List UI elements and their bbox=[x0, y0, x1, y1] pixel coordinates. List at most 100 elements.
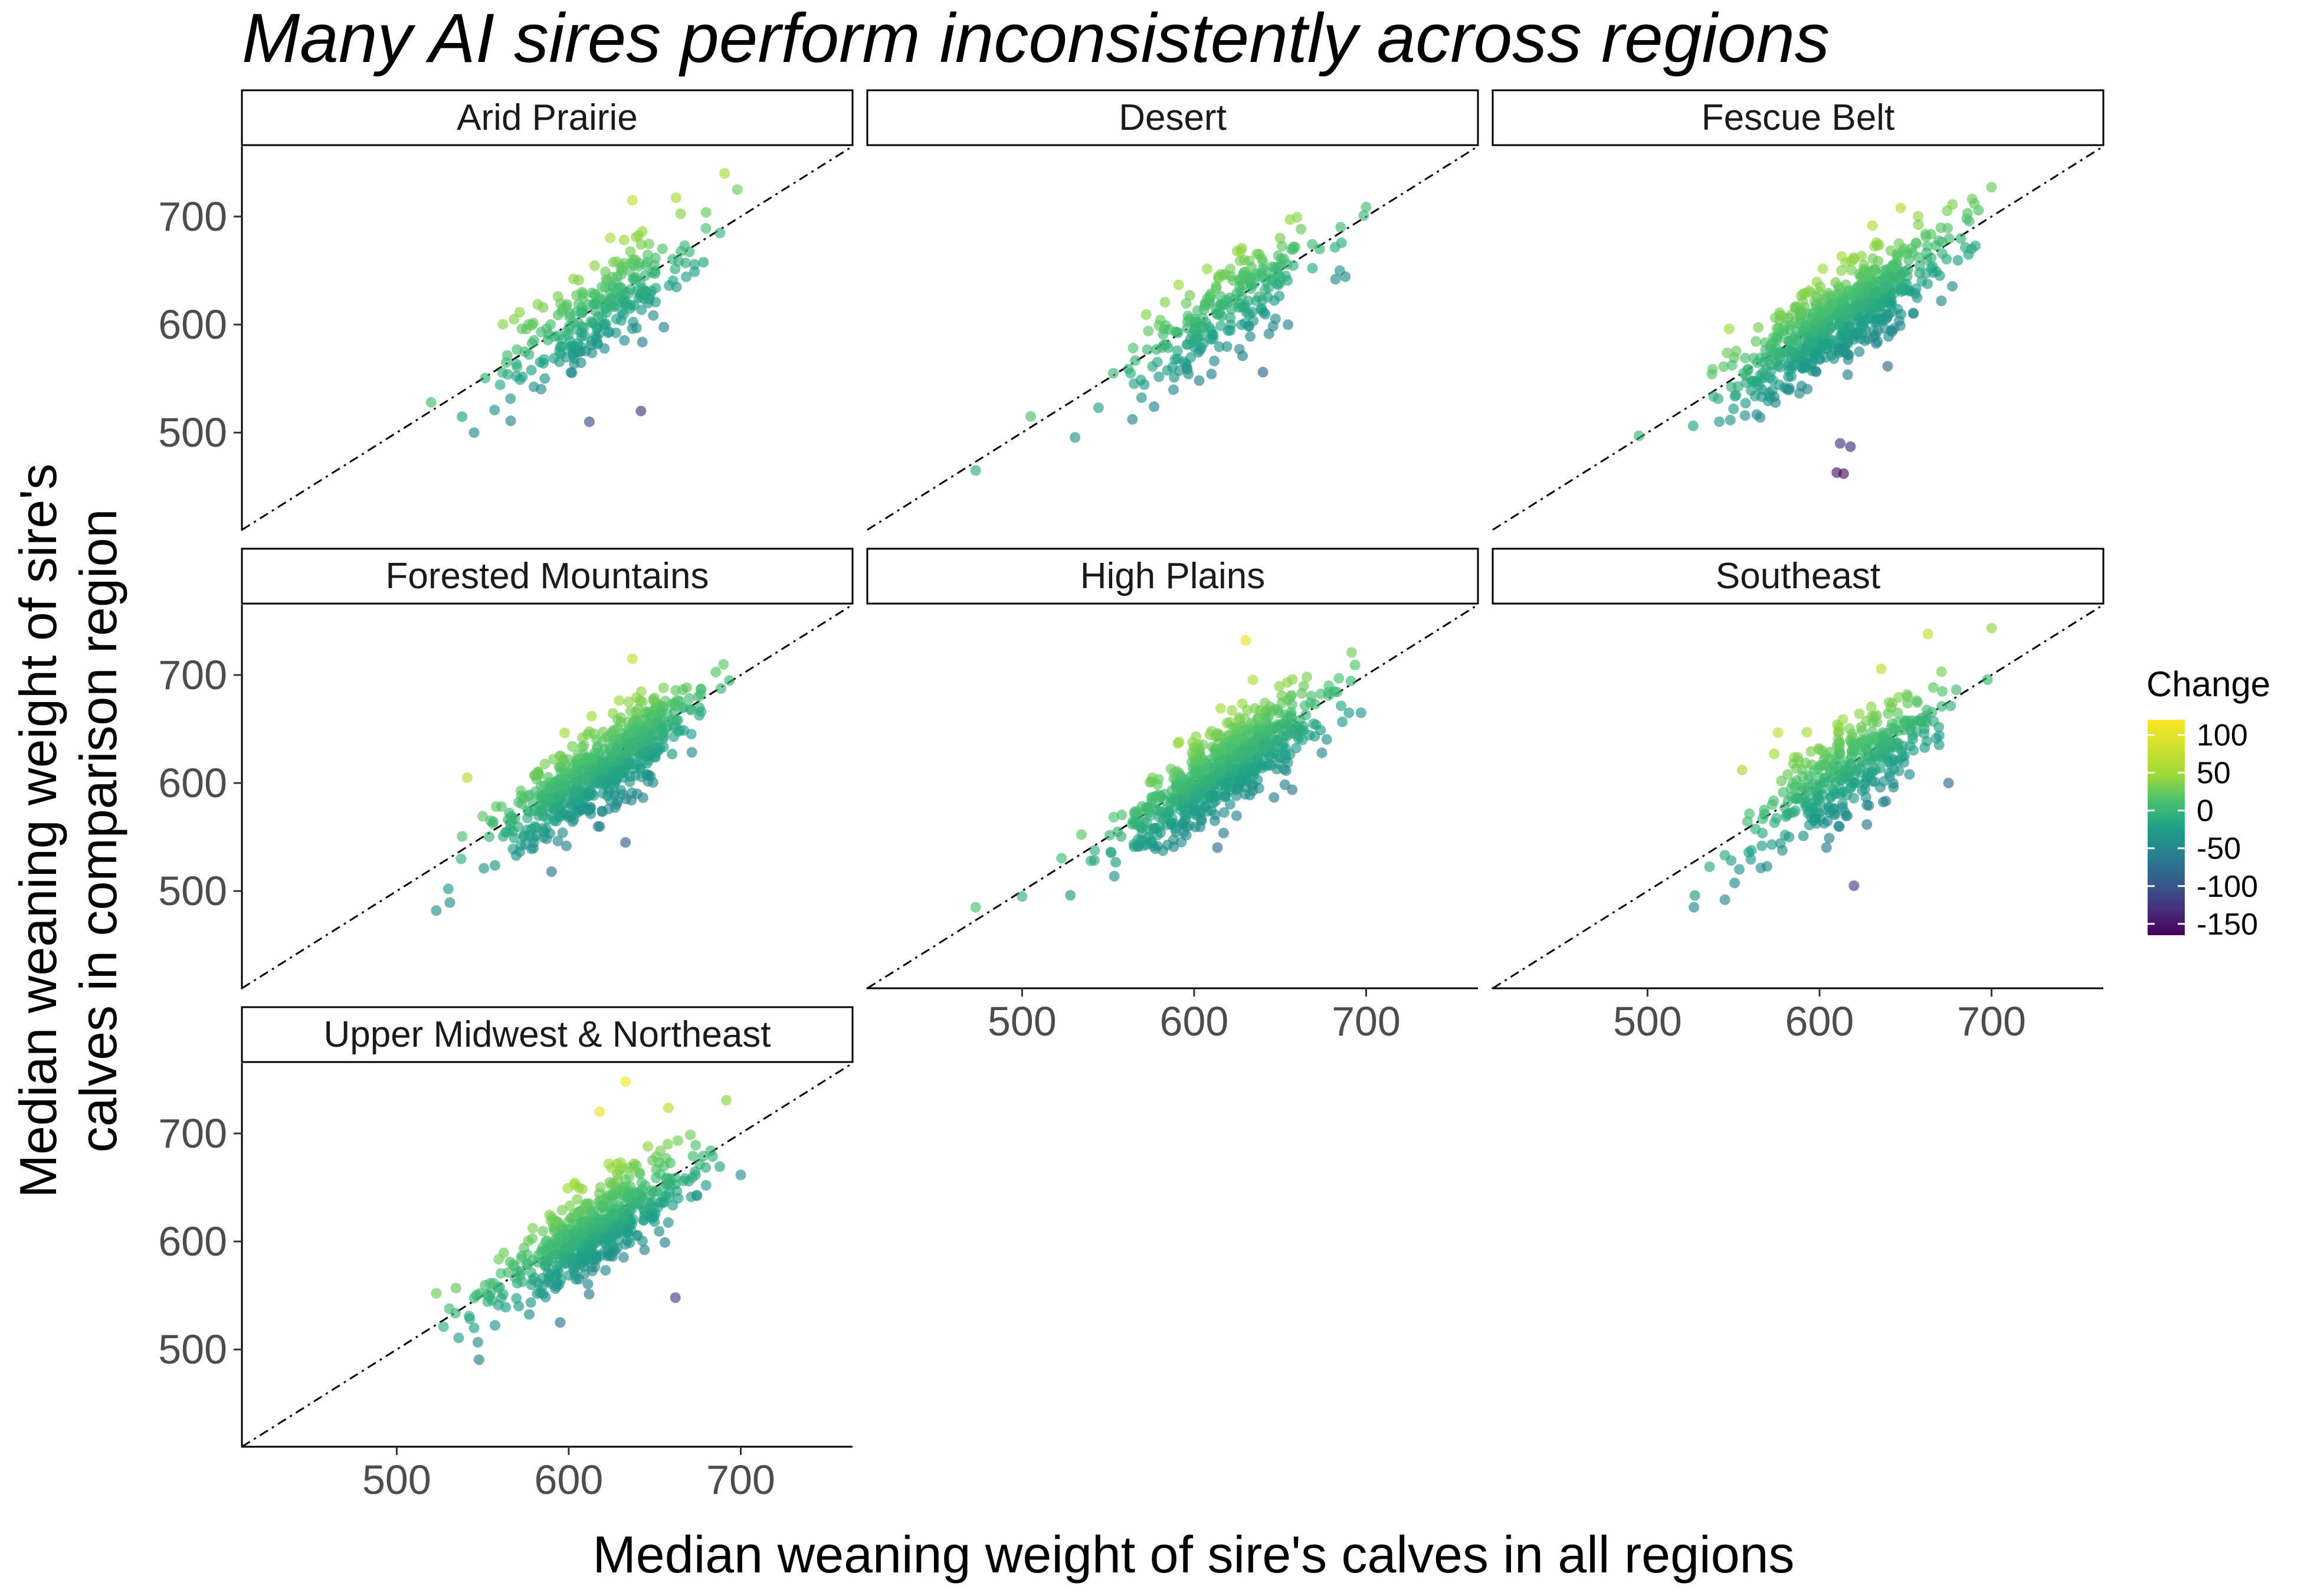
scatter-point bbox=[698, 257, 709, 268]
scatter-point bbox=[502, 350, 513, 361]
scatter-point bbox=[1798, 289, 1809, 300]
scatter-point bbox=[1879, 323, 1890, 334]
scatter-point bbox=[1245, 763, 1256, 775]
scatter-point bbox=[586, 348, 598, 358]
scatter-point bbox=[632, 1230, 643, 1241]
scatter-point bbox=[578, 292, 589, 303]
identity-reference-line bbox=[241, 1062, 853, 1448]
scatter-point bbox=[1278, 738, 1289, 749]
scatter-point bbox=[457, 831, 468, 842]
scatter-point bbox=[1819, 818, 1830, 829]
scatter-point bbox=[1337, 716, 1348, 727]
scatter-point bbox=[1158, 845, 1169, 856]
scatter-point bbox=[1930, 733, 1942, 744]
scatter-point bbox=[1837, 802, 1848, 813]
scatter-point bbox=[1947, 281, 1958, 292]
scatter-point bbox=[1869, 711, 1880, 722]
scatter-point bbox=[1886, 271, 1897, 283]
scatter-point bbox=[577, 732, 588, 743]
scatter-point bbox=[1910, 288, 1921, 299]
scatter-point bbox=[1162, 812, 1173, 824]
scatter-point bbox=[1358, 210, 1369, 221]
scatter-point bbox=[562, 299, 573, 310]
scatter-point bbox=[1206, 368, 1217, 379]
scatter-point bbox=[1936, 701, 1948, 712]
scatter-point bbox=[1149, 401, 1160, 412]
scatter-point bbox=[1882, 361, 1893, 372]
scatter-point bbox=[618, 234, 630, 245]
scatter-point bbox=[1809, 326, 1820, 336]
scatter-point bbox=[500, 1302, 512, 1313]
scatter-point bbox=[732, 184, 743, 195]
scatter-point bbox=[600, 777, 611, 788]
scatter-point bbox=[710, 667, 722, 678]
scatter-point bbox=[650, 1172, 661, 1184]
scatter-point bbox=[1177, 794, 1188, 805]
scatter-point bbox=[1174, 736, 1185, 748]
scatter-point bbox=[1986, 622, 1997, 634]
scatter-point bbox=[570, 786, 581, 797]
scatter-point bbox=[1941, 254, 1952, 265]
scatter-point bbox=[1751, 409, 1762, 420]
scatter-point bbox=[1834, 320, 1845, 332]
scatter-point bbox=[1797, 362, 1808, 373]
scatter-point bbox=[1871, 287, 1882, 298]
scatter-point bbox=[589, 1261, 601, 1273]
scatter-point bbox=[1833, 289, 1844, 299]
scatter-point bbox=[714, 1161, 725, 1172]
scatter-point bbox=[1109, 871, 1120, 881]
scatter-point bbox=[1904, 769, 1915, 780]
scatter-point bbox=[650, 296, 661, 307]
scatter-point bbox=[1837, 786, 1848, 798]
scatter-point bbox=[561, 840, 572, 851]
scatter-point bbox=[525, 1297, 536, 1308]
scatter-point bbox=[567, 349, 578, 360]
identity-reference-line bbox=[241, 145, 853, 531]
scatter-point bbox=[1334, 265, 1345, 276]
scatter-point bbox=[1116, 810, 1127, 821]
scatter-point bbox=[1162, 365, 1173, 376]
scatter-point bbox=[1056, 853, 1067, 864]
scatter-point bbox=[1800, 321, 1811, 332]
scatter-point bbox=[1274, 681, 1285, 692]
scatter-point bbox=[689, 266, 700, 277]
scatter-point bbox=[624, 759, 635, 771]
legend-tick-label: -150 bbox=[2197, 907, 2258, 942]
scatter-point bbox=[605, 1179, 617, 1191]
scatter-point bbox=[531, 774, 542, 785]
x-tick-label: 500 bbox=[988, 998, 1057, 1044]
facet-strip-label: Desert bbox=[1119, 97, 1227, 138]
scatter-point bbox=[1218, 270, 1229, 281]
scatter-point bbox=[1765, 366, 1776, 377]
scatter-point bbox=[539, 758, 550, 769]
scatter-point bbox=[1807, 313, 1818, 324]
scatter-point bbox=[1110, 857, 1122, 868]
scatter-point bbox=[642, 257, 653, 268]
scatter-point bbox=[522, 1259, 533, 1270]
scatter-point bbox=[526, 365, 537, 376]
scatter-point bbox=[1920, 231, 1932, 242]
scatter-point bbox=[594, 1106, 605, 1117]
panel: Southeast 500 600 700 bbox=[1492, 548, 2105, 1044]
scatter-point bbox=[1746, 845, 1757, 856]
scatter-point bbox=[473, 1354, 484, 1365]
scatter-point bbox=[612, 271, 622, 282]
scatter-point bbox=[496, 1292, 507, 1303]
scatter-point bbox=[1815, 297, 1827, 309]
scatter-point bbox=[1169, 823, 1181, 834]
y-tick-label: 600 bbox=[158, 301, 227, 348]
scatter-point bbox=[1321, 734, 1332, 745]
scatter-point bbox=[707, 1151, 718, 1162]
scatter-point bbox=[631, 1160, 642, 1171]
scatter-point bbox=[473, 1336, 483, 1348]
scatter-point bbox=[1779, 328, 1790, 339]
scatter-point bbox=[1804, 805, 1815, 817]
scatter-point bbox=[1076, 829, 1087, 840]
scatter-point bbox=[1302, 671, 1312, 683]
scatter-point bbox=[1288, 260, 1299, 271]
scatter-point bbox=[1330, 274, 1341, 285]
scatter-point bbox=[686, 704, 697, 716]
scatter-point bbox=[1274, 290, 1285, 301]
scatter-point bbox=[581, 1198, 592, 1209]
scatter-point bbox=[1766, 839, 1778, 850]
